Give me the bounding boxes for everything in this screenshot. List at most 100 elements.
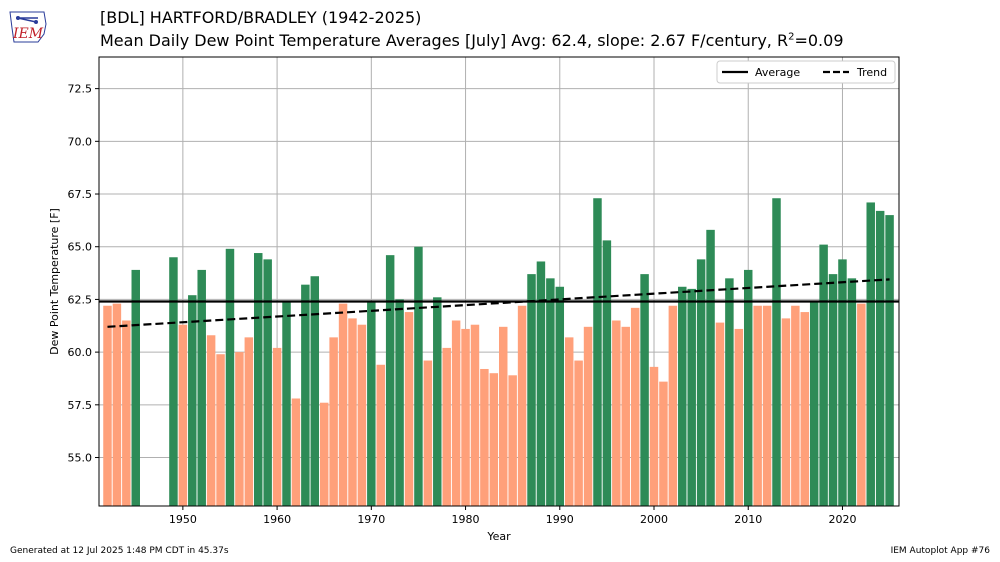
bar	[621, 326, 630, 506]
bar	[659, 381, 668, 506]
x-axis-ticks: 1950 1960 1970 1980 1990 2000 2010 2020	[169, 506, 856, 526]
logo-text: IEM	[12, 26, 44, 42]
legend-box	[716, 60, 896, 84]
bar	[564, 337, 574, 506]
bar	[753, 305, 762, 506]
bar	[254, 253, 263, 506]
bar	[828, 274, 838, 506]
y-tick-label: 55.0	[68, 452, 93, 465]
iem-logo: IEM	[9, 11, 47, 43]
bar	[112, 303, 122, 506]
bar	[687, 288, 696, 506]
bar	[743, 269, 753, 506]
bar	[461, 328, 470, 506]
bar	[536, 261, 546, 506]
x-tick-label: 2020	[828, 513, 856, 526]
bar	[451, 320, 461, 506]
bar	[310, 276, 320, 506]
bar	[319, 402, 329, 506]
subtitle-main: Mean Daily Dew Point Temperature Average…	[100, 31, 789, 50]
legend: Average Trend	[716, 60, 896, 84]
bar	[791, 305, 800, 506]
bar	[282, 301, 291, 506]
bar	[574, 360, 583, 506]
bar	[800, 312, 810, 506]
y-tick-label: 70.0	[68, 135, 93, 148]
bar	[414, 246, 423, 506]
y-axis-ticks: 55.0 57.5 60.0 62.5 65.0 67.5 70.0 72.5	[68, 83, 99, 465]
bar	[809, 301, 819, 506]
bar	[866, 202, 875, 507]
bar	[301, 284, 310, 506]
plot-frame	[98, 56, 900, 507]
bar	[640, 274, 649, 506]
bar	[385, 255, 395, 506]
bar	[442, 347, 451, 506]
y-axis-label: Dew Point Temperature [F]	[48, 208, 61, 355]
y-tick-label: 62.5	[68, 293, 93, 306]
bar	[423, 360, 433, 506]
bar	[489, 373, 499, 506]
bar	[517, 305, 527, 506]
app-credit: IEM Autoplot App #76	[890, 546, 990, 556]
y-tick-label: 57.5	[68, 399, 93, 412]
bar	[216, 354, 225, 506]
bar	[206, 335, 216, 506]
bar	[480, 368, 489, 506]
bar	[433, 297, 442, 506]
bar	[291, 398, 301, 506]
bar	[781, 318, 791, 506]
y-tick-label: 60.0	[68, 346, 93, 359]
bar	[470, 324, 480, 506]
legend-trend-label: Trend	[856, 66, 887, 79]
generated-note: Generated at 12 Jul 2025 1:48 PM CDT in …	[10, 546, 229, 556]
bar	[847, 278, 857, 506]
bar	[235, 352, 244, 506]
bar	[272, 347, 282, 506]
bar	[725, 278, 734, 506]
bar	[122, 320, 131, 506]
x-axis-label: Year	[486, 530, 511, 543]
bar	[772, 198, 781, 506]
bar	[197, 269, 206, 506]
bar	[263, 259, 272, 506]
y-tick-label: 65.0	[68, 241, 93, 254]
bar	[329, 337, 338, 506]
bar	[367, 301, 376, 506]
x-tick-label: 1950	[169, 513, 197, 526]
bar	[875, 210, 885, 506]
bar	[630, 307, 640, 506]
bar	[376, 364, 385, 506]
bar	[678, 286, 687, 506]
x-tick-label: 1970	[357, 513, 385, 526]
bar	[706, 229, 715, 506]
bar	[715, 322, 725, 506]
x-tick-label: 1980	[452, 513, 480, 526]
subtitle-superscript: 2	[788, 31, 795, 43]
bar	[508, 375, 517, 506]
x-tick-label: 2010	[734, 513, 762, 526]
bar	[348, 318, 357, 506]
bar	[593, 198, 602, 506]
x-tick-label: 1960	[263, 513, 291, 526]
trend-line	[107, 278, 890, 328]
bars	[103, 198, 894, 507]
bar	[583, 326, 593, 506]
bar	[499, 326, 508, 506]
bar	[395, 299, 404, 506]
bar	[178, 324, 188, 506]
bar	[555, 286, 565, 506]
bar	[612, 320, 621, 506]
legend-average-label: Average	[755, 66, 800, 79]
bar	[225, 248, 235, 506]
subtitle-tail: =0.09	[794, 31, 844, 50]
bar	[696, 259, 706, 506]
bar	[244, 337, 254, 506]
bar	[602, 240, 612, 507]
y-tick-label: 72.5	[68, 83, 93, 96]
bar	[857, 303, 866, 506]
bar	[734, 328, 744, 506]
chart-subtitle: Mean Daily Dew Point Temperature Average…	[100, 31, 844, 50]
bar	[838, 259, 847, 506]
